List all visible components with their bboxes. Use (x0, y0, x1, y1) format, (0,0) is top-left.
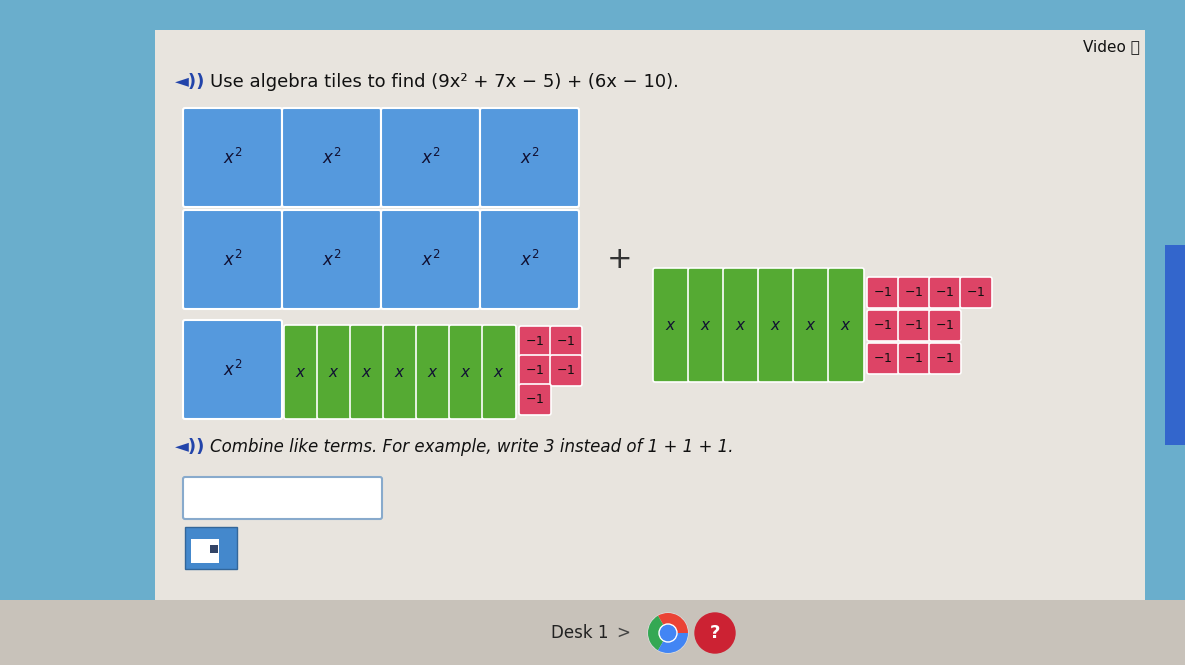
Text: >: > (616, 624, 630, 642)
Text: $x$: $x$ (770, 317, 782, 332)
FancyBboxPatch shape (382, 210, 480, 309)
FancyBboxPatch shape (867, 310, 899, 341)
FancyBboxPatch shape (828, 268, 864, 382)
FancyBboxPatch shape (929, 343, 961, 374)
FancyBboxPatch shape (449, 325, 483, 419)
Text: Video ⓘ: Video ⓘ (1083, 39, 1140, 55)
Text: $x$: $x$ (665, 317, 677, 332)
FancyBboxPatch shape (282, 210, 382, 309)
FancyBboxPatch shape (182, 477, 382, 519)
Text: $x$: $x$ (840, 317, 852, 332)
Text: $x$: $x$ (395, 364, 405, 380)
FancyBboxPatch shape (519, 326, 551, 357)
Text: $x^2$: $x^2$ (322, 249, 341, 269)
Text: $x^2$: $x^2$ (223, 360, 242, 380)
FancyBboxPatch shape (898, 277, 930, 308)
Text: $-1$: $-1$ (967, 286, 986, 299)
FancyBboxPatch shape (480, 210, 579, 309)
Text: Use algebra tiles to find (9x² + 7x − 5) + (6x − 10).: Use algebra tiles to find (9x² + 7x − 5)… (210, 73, 679, 91)
Wedge shape (658, 633, 688, 653)
Text: $x$: $x$ (295, 364, 307, 380)
FancyBboxPatch shape (350, 325, 384, 419)
Text: $x$: $x$ (806, 317, 816, 332)
Text: $-1$: $-1$ (935, 352, 955, 365)
FancyBboxPatch shape (182, 320, 282, 419)
FancyBboxPatch shape (282, 108, 382, 207)
Bar (1165, 245, 1185, 445)
Text: ◄)): ◄)) (175, 73, 205, 91)
Text: $-1$: $-1$ (904, 352, 923, 365)
FancyBboxPatch shape (688, 268, 724, 382)
Wedge shape (648, 616, 668, 650)
Wedge shape (658, 613, 688, 633)
Bar (191, 539, 219, 563)
FancyBboxPatch shape (867, 277, 899, 308)
Text: $x^2$: $x^2$ (421, 148, 440, 168)
Bar (210, 545, 218, 553)
Text: ?: ? (710, 624, 720, 642)
Text: $-1$: $-1$ (873, 352, 892, 365)
Text: $x$: $x$ (361, 364, 373, 380)
Bar (155, 30, 1145, 630)
FancyBboxPatch shape (653, 268, 688, 382)
Text: $x^2$: $x^2$ (223, 249, 242, 269)
Bar (0, 600, 1185, 665)
Bar (185, 527, 237, 569)
Text: $-1$: $-1$ (525, 393, 545, 406)
Text: $x^2$: $x^2$ (223, 148, 242, 168)
Circle shape (660, 625, 675, 640)
FancyBboxPatch shape (382, 108, 480, 207)
Text: $-1$: $-1$ (873, 319, 892, 332)
Circle shape (694, 613, 735, 653)
Text: $x$: $x$ (460, 364, 472, 380)
Text: $-1$: $-1$ (935, 286, 955, 299)
FancyBboxPatch shape (960, 277, 992, 308)
FancyBboxPatch shape (550, 355, 582, 386)
Text: $-1$: $-1$ (935, 319, 955, 332)
FancyBboxPatch shape (318, 325, 351, 419)
FancyBboxPatch shape (519, 384, 551, 415)
FancyBboxPatch shape (416, 325, 450, 419)
FancyBboxPatch shape (482, 325, 515, 419)
Text: $x^2$: $x^2$ (421, 249, 440, 269)
FancyBboxPatch shape (723, 268, 760, 382)
FancyBboxPatch shape (284, 325, 318, 419)
FancyBboxPatch shape (550, 326, 582, 357)
Text: $x$: $x$ (493, 364, 505, 380)
Text: $x$: $x$ (328, 364, 340, 380)
FancyBboxPatch shape (793, 268, 830, 382)
Circle shape (659, 624, 677, 642)
FancyBboxPatch shape (519, 355, 551, 386)
Text: $-1$: $-1$ (873, 286, 892, 299)
Text: $x^2$: $x^2$ (520, 148, 539, 168)
FancyBboxPatch shape (182, 210, 282, 309)
Text: +: + (607, 245, 633, 274)
Text: ◄)): ◄)) (175, 438, 205, 456)
Text: $-1$: $-1$ (525, 335, 545, 348)
Circle shape (648, 613, 688, 653)
Text: $x^2$: $x^2$ (322, 148, 341, 168)
Text: $-1$: $-1$ (904, 319, 923, 332)
Text: Desk 1: Desk 1 (551, 624, 609, 642)
FancyBboxPatch shape (480, 108, 579, 207)
FancyBboxPatch shape (867, 343, 899, 374)
FancyBboxPatch shape (929, 277, 961, 308)
FancyBboxPatch shape (898, 310, 930, 341)
Text: $x$: $x$ (700, 317, 712, 332)
Text: $-1$: $-1$ (557, 335, 576, 348)
FancyBboxPatch shape (929, 310, 961, 341)
FancyBboxPatch shape (182, 108, 282, 207)
FancyBboxPatch shape (898, 343, 930, 374)
FancyBboxPatch shape (758, 268, 794, 382)
Text: Combine like terms. For example, write 3 instead of 1 + 1 + 1.: Combine like terms. For example, write 3… (210, 438, 734, 456)
Text: $x$: $x$ (735, 317, 747, 332)
Text: $x^2$: $x^2$ (520, 249, 539, 269)
FancyBboxPatch shape (383, 325, 417, 419)
Text: $-1$: $-1$ (557, 364, 576, 377)
Text: $-1$: $-1$ (904, 286, 923, 299)
Text: $-1$: $-1$ (525, 364, 545, 377)
Text: $x$: $x$ (428, 364, 438, 380)
